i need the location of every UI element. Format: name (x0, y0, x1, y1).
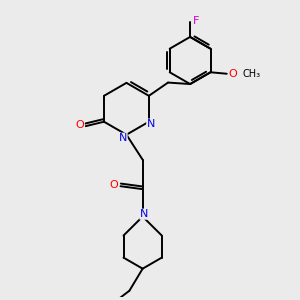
Text: N: N (119, 133, 127, 143)
Text: N: N (147, 119, 155, 129)
Text: CH₃: CH₃ (243, 69, 261, 79)
Text: O: O (229, 69, 238, 79)
Text: F: F (193, 16, 199, 26)
Text: O: O (110, 180, 118, 190)
Text: O: O (76, 120, 84, 130)
Text: N: N (140, 209, 148, 219)
